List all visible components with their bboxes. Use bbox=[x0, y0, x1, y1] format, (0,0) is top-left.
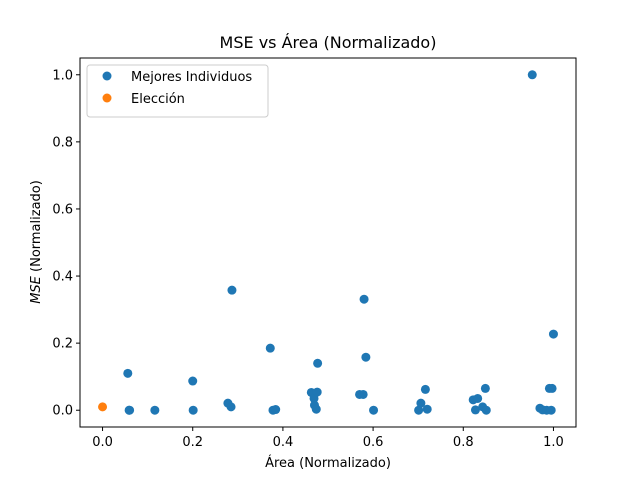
axes-frame bbox=[79, 57, 577, 428]
data-point-eleccion bbox=[98, 402, 108, 412]
data-point-mejores-individuos bbox=[420, 384, 430, 394]
data-point-mejores-individuos bbox=[361, 352, 371, 362]
legend-box bbox=[86, 64, 269, 118]
data-point-mejores-individuos bbox=[313, 358, 323, 368]
x-axis-label: Área (Normalizado) bbox=[265, 455, 391, 471]
data-point-mejores-individuos bbox=[547, 383, 557, 393]
legend: Mejores Individuos Elección bbox=[86, 64, 269, 118]
data-point-mejores-individuos bbox=[473, 393, 483, 403]
data-point-mejores-individuos bbox=[312, 387, 322, 397]
data-point-mejores-individuos bbox=[359, 294, 369, 304]
data-point-mejores-individuos bbox=[422, 404, 432, 414]
x-tick-label: 0.8 bbox=[453, 435, 474, 450]
x-tick-label: 0.0 bbox=[92, 435, 113, 450]
data-point-mejores-individuos bbox=[358, 389, 368, 399]
data-point-mejores-individuos bbox=[470, 405, 480, 415]
y-tick-label: 0.4 bbox=[52, 270, 73, 285]
x-axis-ticks: 0.0 0.2 0.4 0.6 0.8 1.0 bbox=[92, 427, 564, 450]
y-axis-label-rest: (Normalizado) bbox=[29, 180, 44, 276]
plot-area: 0.0 0.2 0.4 0.6 0.8 1.0 0.0 0.2 0.4 0.6 0.8 1.0 bbox=[52, 57, 577, 450]
legend-marker-eleccion bbox=[102, 93, 112, 103]
data-point-mejores-individuos bbox=[480, 383, 490, 393]
data-point-mejores-individuos bbox=[125, 405, 135, 415]
y-axis-label-main: MSE bbox=[29, 275, 44, 303]
data-point-mejores-individuos bbox=[188, 376, 198, 386]
x-tick-label: 0.4 bbox=[273, 435, 294, 450]
legend-marker-mejores-individuos bbox=[102, 71, 112, 81]
data-point-mejores-individuos bbox=[227, 285, 237, 295]
y-tick-label: 0.6 bbox=[52, 202, 73, 217]
y-tick-label: 0.8 bbox=[52, 135, 73, 150]
y-tick-label: 0.2 bbox=[52, 337, 73, 352]
data-point-mejores-individuos bbox=[414, 405, 424, 415]
y-axis-label: MSE (Normalizado) bbox=[29, 180, 44, 304]
data-point-mejores-individuos bbox=[271, 405, 281, 415]
data-point-mejores-individuos bbox=[527, 70, 537, 80]
data-point-mejores-individuos bbox=[150, 405, 160, 415]
data-point-mejores-individuos bbox=[311, 404, 321, 414]
x-tick-label: 0.6 bbox=[363, 435, 384, 450]
chart-title: MSE vs Área (Normalizado) bbox=[220, 33, 437, 52]
data-point-mejores-individuos bbox=[226, 402, 236, 412]
y-axis-ticks: 0.0 0.2 0.4 0.6 0.8 1.0 bbox=[52, 68, 80, 419]
data-point-mejores-individuos bbox=[481, 405, 491, 415]
data-point-mejores-individuos bbox=[123, 368, 133, 378]
x-tick-label: 1.0 bbox=[543, 435, 564, 450]
x-tick-label: 0.2 bbox=[182, 435, 203, 450]
y-tick-label: 0.0 bbox=[52, 404, 73, 419]
legend-label-mejores-individuos: Mejores Individuos bbox=[131, 70, 252, 85]
data-point-mejores-individuos bbox=[188, 405, 198, 415]
data-point-mejores-individuos bbox=[369, 405, 379, 415]
y-tick-label: 1.0 bbox=[52, 68, 73, 83]
data-point-mejores-individuos bbox=[416, 398, 426, 408]
legend-label-eleccion: Elección bbox=[131, 92, 185, 107]
data-points bbox=[98, 70, 558, 415]
data-point-mejores-individuos bbox=[548, 329, 558, 339]
data-point-mejores-individuos bbox=[546, 405, 556, 415]
data-point-mejores-individuos bbox=[265, 343, 275, 353]
